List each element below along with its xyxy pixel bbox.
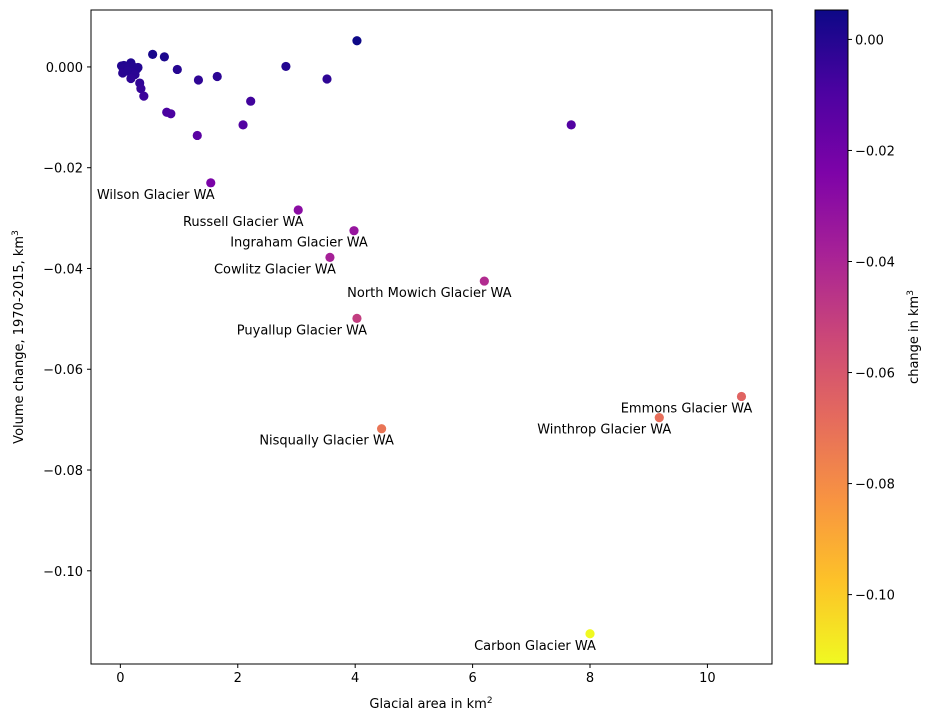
scatter-point bbox=[126, 73, 136, 84]
scatter-point bbox=[585, 629, 595, 639]
scatter-point bbox=[172, 64, 182, 75]
x-tick-label: 8 bbox=[586, 671, 594, 686]
x-tick-label: 4 bbox=[351, 671, 359, 686]
colorbar-label: change in km3 bbox=[906, 290, 922, 384]
x-tick-label: 10 bbox=[699, 671, 716, 686]
y-axis-label: Volume change, 1970-2015, km3 bbox=[11, 230, 27, 444]
scatter-point bbox=[159, 52, 169, 62]
scatter-point bbox=[193, 75, 204, 85]
colorbar-tick-label: −0.02 bbox=[855, 144, 895, 159]
scatter-point bbox=[192, 130, 202, 141]
colorbar-tick-label: −0.08 bbox=[855, 478, 895, 493]
x-tick-label: 0 bbox=[116, 671, 124, 686]
scatter-point bbox=[136, 84, 146, 94]
scatter-point bbox=[122, 66, 132, 76]
scatter-point bbox=[322, 74, 332, 84]
colorbar-tick-label: 0.00 bbox=[855, 33, 884, 48]
scatter-point bbox=[352, 36, 362, 46]
x-tick-label: 2 bbox=[234, 671, 242, 686]
y-axis-ticks: 0.000 −0.02 −0.04 −0.06 −0.08 −0.10 bbox=[43, 61, 91, 580]
point-annotation: Ingraham Glacier WA bbox=[230, 236, 368, 251]
scatter-point bbox=[139, 91, 149, 101]
x-axis-label: Glacial area in km2 bbox=[369, 696, 492, 712]
point-annotation: Nisqually Glacier WA bbox=[259, 434, 394, 449]
point-annotation: Puyallup Glacier WA bbox=[237, 323, 367, 338]
colorbar-gradient bbox=[814, 9, 849, 665]
scatter-point bbox=[293, 205, 303, 215]
scatter-point bbox=[376, 424, 387, 434]
colorbar-tick-label: −0.10 bbox=[855, 589, 895, 604]
scatter-point bbox=[238, 120, 248, 130]
scatter-point bbox=[281, 61, 291, 72]
colorbar-tick-label: −0.04 bbox=[855, 255, 895, 270]
point-annotation: Russell Glacier WA bbox=[183, 215, 304, 230]
plot-frame bbox=[90, 9, 773, 665]
x-axis-ticks: 0 2 4 6 8 10 bbox=[116, 664, 716, 686]
point-annotation: North Mowich Glacier WA bbox=[347, 286, 511, 301]
scatter-point bbox=[736, 391, 747, 402]
y-tick-label: −0.04 bbox=[43, 262, 83, 277]
scatter-point bbox=[246, 96, 256, 106]
scatter-point bbox=[654, 413, 664, 423]
x-tick-label: 6 bbox=[468, 671, 476, 686]
scatter-point bbox=[479, 276, 489, 286]
y-tick-label: −0.06 bbox=[43, 363, 83, 378]
colorbar-tick-label: −0.06 bbox=[855, 367, 895, 382]
y-tick-label: −0.08 bbox=[43, 464, 83, 479]
scatter-point bbox=[349, 226, 359, 236]
point-annotation: Carbon Glacier WA bbox=[474, 639, 596, 654]
point-annotation: Winthrop Glacier WA bbox=[537, 423, 671, 438]
scatter-point bbox=[566, 120, 576, 130]
scatter-point bbox=[206, 178, 216, 188]
scatter-point bbox=[352, 313, 362, 323]
y-tick-label: −0.10 bbox=[43, 565, 83, 580]
colorbar-ticks: 0.00 −0.02 −0.04 −0.06 −0.08 −0.10 bbox=[848, 33, 895, 604]
scatter-point bbox=[166, 109, 176, 119]
data-points bbox=[116, 36, 747, 639]
scatter-point bbox=[212, 71, 222, 82]
point-annotation: Wilson Glacier WA bbox=[97, 188, 215, 203]
colorbar: 0.00 −0.02 −0.04 −0.06 −0.08 −0.10 change in … bbox=[814, 9, 922, 665]
plot-area bbox=[90, 9, 773, 665]
scatter-point bbox=[325, 252, 335, 262]
point-annotation: Emmons Glacier WA bbox=[621, 401, 753, 416]
point-annotations: Wilson Glacier WA Russell Glacier WA Ingra… bbox=[97, 188, 753, 654]
y-tick-label: −0.02 bbox=[43, 162, 83, 177]
y-tick-label: 0.000 bbox=[46, 61, 83, 76]
point-annotation: Cowlitz Glacier WA bbox=[214, 262, 336, 277]
scatter-point bbox=[148, 49, 158, 59]
